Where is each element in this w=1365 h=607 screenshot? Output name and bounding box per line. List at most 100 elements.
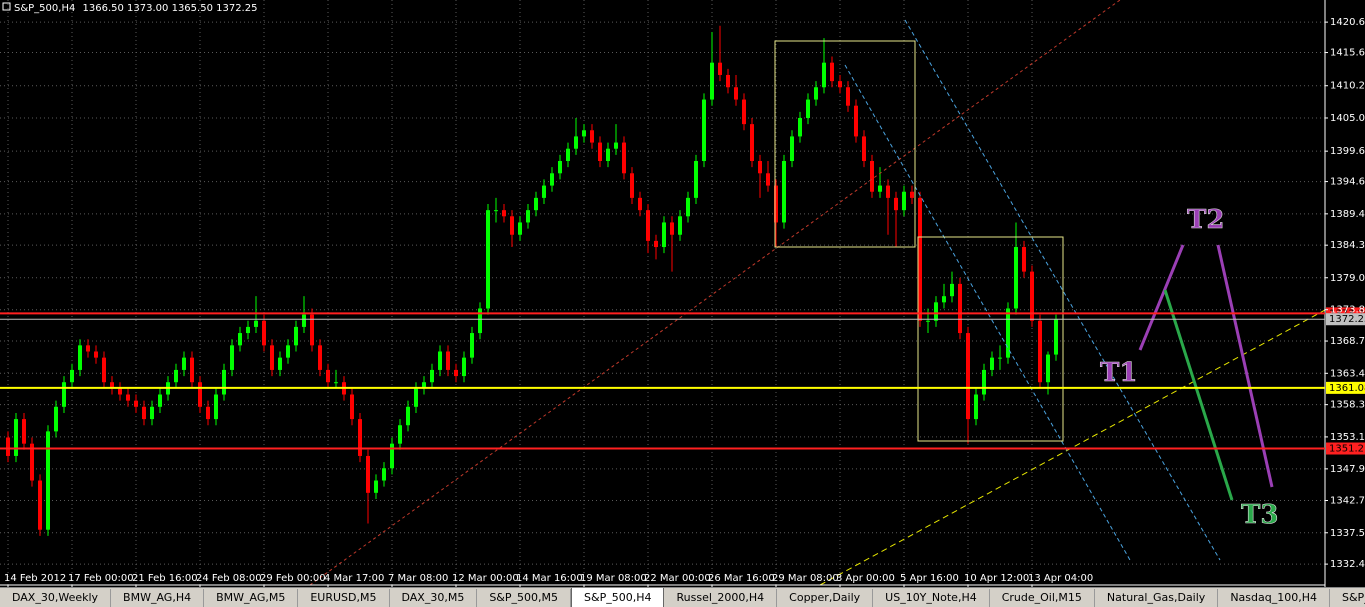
candle-body xyxy=(54,406,58,432)
chart-tab[interactable]: DAX_30,Weekly xyxy=(0,589,112,607)
candle-body xyxy=(366,455,370,493)
chart-tab[interactable]: Copper,Daily xyxy=(777,589,874,607)
price-level-tag xyxy=(1326,442,1365,455)
y-tick-label: 1410.25 xyxy=(1330,81,1365,92)
x-tick-label: 19 Mar 08:00 xyxy=(580,573,647,584)
candle-body xyxy=(742,99,746,125)
candle-body xyxy=(62,382,66,407)
candle-body xyxy=(566,148,570,161)
candle-body xyxy=(374,480,378,493)
chart-tab[interactable]: S&P_500,H4 xyxy=(571,588,665,607)
chart-header: S&P_500,H4 1366.50 1373.00 1365.50 1372.… xyxy=(14,3,257,14)
range-box xyxy=(774,40,916,248)
candle-body xyxy=(686,197,690,217)
candle-body xyxy=(430,369,434,383)
candle-body xyxy=(30,443,34,481)
y-tick-label: 1389.40 xyxy=(1330,209,1365,220)
candle-body xyxy=(14,419,18,456)
chart-title: S&P_500,H4 xyxy=(14,3,75,14)
candle-body xyxy=(398,425,402,444)
candle-body xyxy=(958,283,962,334)
candle-body xyxy=(406,406,410,426)
projection-line xyxy=(1216,244,1274,488)
candle-body xyxy=(654,240,658,248)
y-tick-label: 1363.45 xyxy=(1330,368,1365,379)
trend-line xyxy=(309,0,1121,586)
candle-body xyxy=(902,191,906,211)
candle-body xyxy=(494,210,498,212)
tab-bar: DAX_30,Weekly BMW_AG,H4 BMW_AG,M5 EURUSD,M5… xyxy=(0,587,1365,607)
chart-tab[interactable]: DAX_30,M5 xyxy=(390,589,478,607)
price-level-label: 1361.08 xyxy=(1329,383,1365,394)
x-tick-label: 4 Mar 17:00 xyxy=(324,573,384,584)
candle-body xyxy=(862,136,866,161)
candle-body xyxy=(942,296,946,303)
candles xyxy=(6,25,1058,536)
y-tick-label: 1347.90 xyxy=(1330,464,1365,475)
candle-body xyxy=(262,320,266,346)
candle-body xyxy=(478,308,482,334)
chart-tab[interactable]: Natural_Gas,Daily xyxy=(1095,589,1219,607)
candle-body xyxy=(806,99,810,118)
x-tick-label: 14 Feb 2012 xyxy=(4,573,66,584)
target-label: T1 xyxy=(1100,358,1137,388)
chart-tab[interactable]: Nasdaq_100,H4 xyxy=(1218,589,1330,607)
candle-body xyxy=(22,419,26,444)
candle-body xyxy=(102,357,106,383)
candle-body xyxy=(246,326,250,334)
candle-body xyxy=(1022,247,1026,272)
candle-body xyxy=(502,210,506,217)
x-tick-label: 24 Feb 08:00 xyxy=(196,573,262,584)
candle-body xyxy=(582,130,586,137)
y-tick-label: 1399.60 xyxy=(1330,146,1365,157)
candle-body xyxy=(886,185,890,198)
x-tick-label: 29 Mar 08:00 xyxy=(772,573,839,584)
candle-body xyxy=(86,345,90,352)
y-tick-label: 1405.00 xyxy=(1330,113,1365,124)
chart-tab[interactable]: Crude_Oil,M15 xyxy=(990,589,1095,607)
chart-tab[interactable]: BMW_AG,M5 xyxy=(204,589,299,607)
candle-body xyxy=(630,173,634,198)
candle-body xyxy=(214,394,218,420)
candle-body xyxy=(646,210,650,241)
candle-body xyxy=(358,419,362,456)
candle-body xyxy=(1030,271,1034,321)
candle-body xyxy=(758,160,762,174)
chart-tab[interactable]: US_10Y_Note,H4 xyxy=(873,589,990,607)
price-level-tag xyxy=(1326,313,1365,326)
candle-body xyxy=(550,173,554,186)
candle-body xyxy=(414,388,418,407)
candle-body xyxy=(878,185,882,192)
candle-body xyxy=(782,160,786,223)
chart-tab[interactable]: S&P_500,M5 xyxy=(477,589,572,607)
x-tick-label: 5 Apr 16:00 xyxy=(900,573,959,584)
chart-tab[interactable]: EURUSD,M5 xyxy=(298,589,390,607)
candle-body xyxy=(974,394,978,420)
candle-body xyxy=(182,357,186,370)
candle-body xyxy=(390,443,394,469)
candle-body xyxy=(1038,320,1042,383)
candle-body xyxy=(918,197,922,321)
projection-line xyxy=(1138,244,1185,351)
channel-line xyxy=(904,19,1221,561)
candle-body xyxy=(78,345,82,370)
x-tick-label: 12 Mar 00:00 xyxy=(452,573,519,584)
drawings: T1 T2 T3 xyxy=(309,0,1326,586)
candle-body xyxy=(910,191,914,198)
candle-body xyxy=(382,468,386,481)
candle-body xyxy=(694,160,698,198)
candle-body xyxy=(46,431,50,530)
candle-body xyxy=(558,160,562,174)
y-tick-label: 1384.30 xyxy=(1330,240,1365,251)
chart-tab[interactable]: Russel_2000,H4 xyxy=(664,589,778,607)
chart-tab[interactable]: S&P_500,Daily xyxy=(1330,589,1365,607)
candle-body xyxy=(126,394,130,401)
candle-body xyxy=(294,326,298,346)
candle-body xyxy=(254,320,258,327)
candle-body xyxy=(766,173,770,186)
chart-tab[interactable]: BMW_AG,H4 xyxy=(111,589,205,607)
candle-body xyxy=(350,394,354,420)
candle-body xyxy=(638,197,642,211)
candle-body xyxy=(622,142,626,174)
